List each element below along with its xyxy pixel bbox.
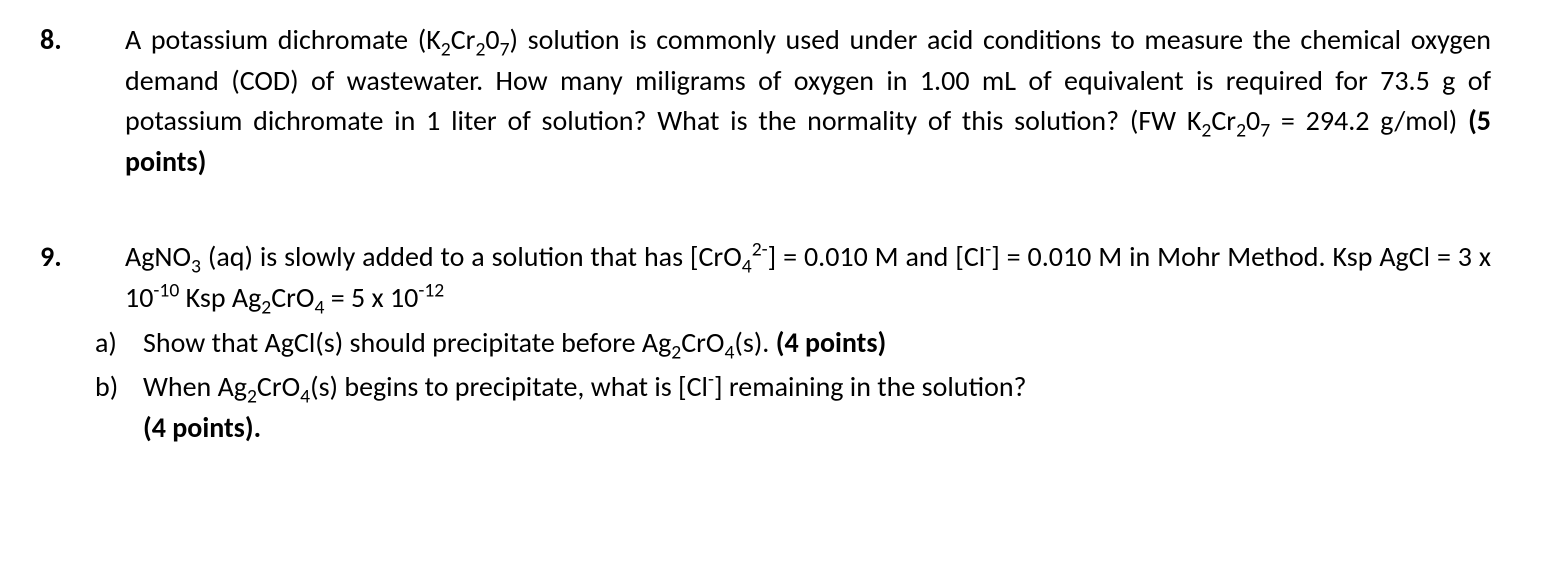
q9-sup: 2- (752, 238, 768, 262)
q9-b-letter: b) (95, 367, 143, 448)
q9-seg: (aq) is slowly added to a solution that … (201, 239, 742, 274)
q9b-sub: 4 (300, 385, 310, 409)
question-8-number: 8. (40, 20, 125, 182)
q9-a-letter: a) (95, 323, 143, 364)
question-8-body: A potassium dichromate (K2Cr207) solutio… (125, 20, 1491, 182)
q9a-seg: (s). (734, 325, 775, 360)
q8-text: A potassium dichromate (K2Cr207) solutio… (125, 22, 1491, 179)
q9-intro: AgNO3 (aq) is slowly added to a solution… (125, 237, 1491, 318)
q8-sub: 2 (475, 38, 485, 62)
q9-seg: Ksp Ag (179, 280, 261, 315)
q9-subparts: a) Show that AgCl(s) should precipitate … (95, 323, 1491, 449)
q9-seg: AgNO (125, 239, 191, 274)
q8-seg: 0 (485, 22, 499, 57)
q9b-sub: 2 (247, 385, 257, 409)
q9-sub: 2 (261, 296, 271, 320)
q9b-seg: (s) begins to precipitate, what is [Cl (310, 369, 708, 404)
q8-seg: Cr (451, 22, 476, 57)
q8-seg: Cr (1211, 103, 1236, 138)
q9a-sub: 4 (724, 340, 734, 364)
q8-seg1: A potassium dichromate (K (125, 22, 441, 57)
q8-sub: 7 (500, 38, 510, 62)
q9a-sub: 2 (671, 340, 681, 364)
question-8: 8. A potassium dichromate (K2Cr207) solu… (40, 20, 1491, 182)
q9-sub: 4 (742, 255, 752, 279)
q9-sub: 3 (191, 255, 201, 279)
q9a-seg: Show that AgCl(s) should precipitate bef… (143, 325, 671, 360)
q8-sub: 2 (441, 38, 451, 62)
q9a-points: (4 points) (776, 325, 887, 360)
q8-sub: 7 (1260, 119, 1270, 143)
q8-seg3: = 294.2 g/mol) (1270, 103, 1468, 138)
q9b-seg: ] remaining in the solution? (714, 369, 1027, 404)
q8-sub: 2 (1236, 119, 1246, 143)
q8-sub: 2 (1201, 119, 1211, 143)
q9-sup: -10 (153, 279, 179, 303)
q9-seg: ] = 0.010 M and [Cl (768, 239, 986, 274)
q9-part-b: b) When Ag2CrO4(s) begins to precipitate… (95, 367, 1491, 448)
q9b-points: (4 points). (143, 410, 261, 445)
q9b-seg: When Ag (143, 369, 247, 404)
q9-sub: 4 (314, 296, 324, 320)
q8-seg: 0 (1246, 103, 1260, 138)
question-9-body: AgNO3 (aq) is slowly added to a solution… (125, 237, 1491, 448)
q9-seg: = 5 x 10 (324, 280, 418, 315)
question-9: 9. AgNO3 (aq) is slowly added to a solut… (40, 237, 1491, 448)
q9b-seg: CrO (257, 369, 300, 404)
q9-a-text: Show that AgCl(s) should precipitate bef… (143, 323, 1491, 364)
q9-b-text: When Ag2CrO4(s) begins to precipitate, w… (143, 367, 1491, 448)
q9-part-a: a) Show that AgCl(s) should precipitate … (95, 323, 1491, 364)
q9a-seg: CrO (681, 325, 724, 360)
q9-seg: CrO (271, 280, 314, 315)
q9-sup: -12 (418, 279, 444, 303)
